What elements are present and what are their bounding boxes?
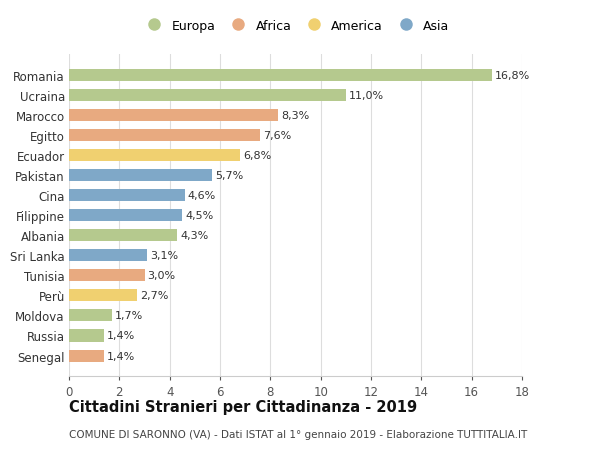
Bar (69, 70, 492, 82)
Text: 1,7%: 1,7% (115, 311, 143, 321)
Bar (69, 350, 104, 362)
Bar (69, 130, 260, 142)
Bar (69, 90, 346, 102)
Text: 7,6%: 7,6% (263, 131, 292, 141)
Bar (69, 250, 147, 262)
Bar (69, 270, 145, 282)
Bar (69, 210, 182, 222)
Text: 8,3%: 8,3% (281, 111, 309, 121)
Bar (69, 170, 212, 182)
Bar (69, 230, 177, 242)
Text: 4,3%: 4,3% (180, 231, 208, 241)
Bar (69, 110, 278, 122)
Text: 6,8%: 6,8% (243, 151, 271, 161)
Text: 3,0%: 3,0% (148, 271, 176, 281)
Text: 1,4%: 1,4% (107, 351, 136, 361)
Legend: Europa, Africa, America, Asia: Europa, Africa, America, Asia (142, 20, 449, 33)
Bar (69, 330, 104, 342)
Bar (69, 150, 240, 162)
Text: 4,6%: 4,6% (188, 191, 216, 201)
Bar (69, 310, 112, 322)
Text: 16,8%: 16,8% (495, 71, 530, 81)
Text: 1,4%: 1,4% (107, 331, 136, 341)
Text: COMUNE DI SARONNO (VA) - Dati ISTAT al 1° gennaio 2019 - Elaborazione TUTTITALIA: COMUNE DI SARONNO (VA) - Dati ISTAT al 1… (69, 429, 527, 439)
Text: 3,1%: 3,1% (150, 251, 178, 261)
Text: 5,7%: 5,7% (215, 171, 244, 181)
Text: 4,5%: 4,5% (185, 211, 214, 221)
Text: Cittadini Stranieri per Cittadinanza - 2019: Cittadini Stranieri per Cittadinanza - 2… (69, 399, 417, 414)
Text: 11,0%: 11,0% (349, 91, 384, 101)
Bar (69, 190, 185, 202)
Bar (69, 290, 137, 302)
Text: 2,7%: 2,7% (140, 291, 169, 301)
